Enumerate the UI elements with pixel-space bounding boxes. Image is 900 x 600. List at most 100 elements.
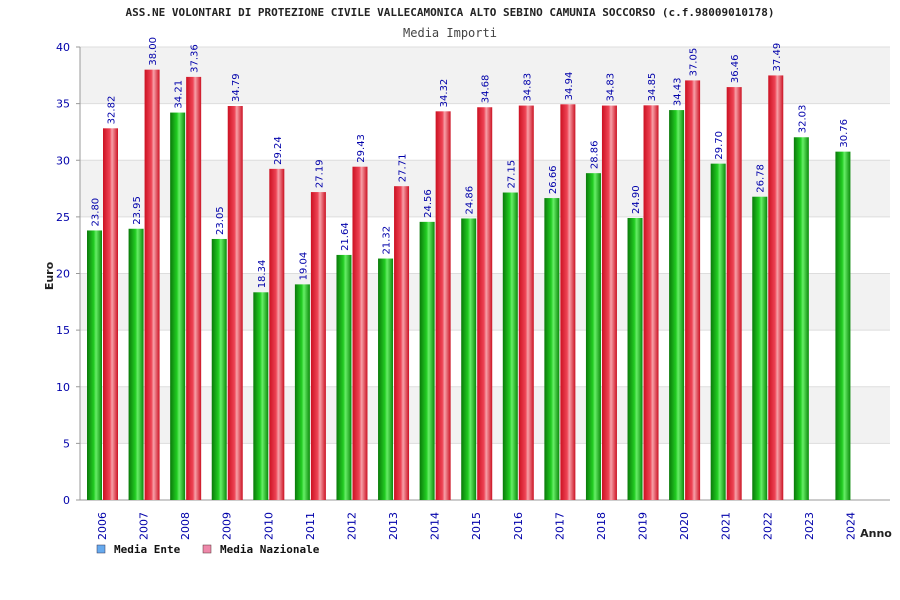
bar-ente-2008: [170, 112, 186, 500]
bar-nazionale-2012: [352, 166, 368, 500]
x-tick-label-2019: 2019: [637, 512, 650, 540]
value-label-nazionale-2014: 34.32: [439, 79, 450, 108]
value-label-nazionale-2022: 37.49: [772, 43, 783, 72]
value-label-ente-2013: 21.32: [382, 226, 393, 255]
bar-ente-2015: [461, 218, 477, 500]
bar-nazionale-2021: [726, 87, 742, 500]
bar-nazionale-2008: [186, 76, 202, 500]
value-label-ente-2008: 34.21: [174, 80, 185, 109]
value-label-ente-2017: 26.66: [548, 165, 559, 194]
value-label-ente-2006: 23.80: [91, 198, 102, 227]
bar-ente-2023: [793, 137, 809, 500]
chart-subtitle: Media Importi: [403, 26, 497, 40]
bar-nazionale-2010: [269, 168, 285, 500]
value-label-ente-2015: 24.86: [465, 186, 476, 215]
bar-ente-2021: [710, 163, 726, 500]
bar-nazionale-2022: [768, 75, 784, 500]
value-label-ente-2024: 30.76: [839, 119, 850, 148]
bar-ente-2011: [294, 284, 310, 500]
bar-ente-2024: [835, 151, 851, 500]
value-label-nazionale-2020: 37.05: [689, 48, 700, 77]
value-label-ente-2012: 21.64: [340, 222, 351, 251]
x-tick-label-2015: 2015: [470, 512, 483, 540]
bar-nazionale-2019: [643, 105, 659, 500]
bar-nazionale-2015: [477, 107, 493, 501]
value-label-nazionale-2021: 36.46: [730, 54, 741, 83]
value-label-nazionale-2016: 34.83: [522, 73, 533, 102]
y-axis-ticks: 0 5 10 15 20 25 30 35 40: [56, 41, 70, 507]
bar-nazionale-2007: [144, 69, 160, 501]
bar-ente-2020: [669, 110, 685, 500]
value-label-ente-2016: 27.15: [506, 160, 517, 189]
x-tick-label-2018: 2018: [595, 512, 608, 540]
x-tick-label-2012: 2012: [345, 512, 358, 540]
x-tick-label-2022: 2022: [761, 512, 774, 540]
legend-label-nazionale: Media Nazionale: [220, 543, 320, 556]
value-label-ente-2011: 19.04: [298, 252, 309, 281]
bar-ente-2016: [502, 192, 518, 500]
value-label-nazionale-2008: 37.36: [190, 44, 201, 73]
x-tick-label-2016: 2016: [512, 512, 525, 540]
y-axis-label: Euro: [43, 261, 56, 290]
value-label-nazionale-2019: 34.85: [647, 73, 658, 102]
legend-swatch-ente: [96, 544, 106, 554]
bar-ente-2006: [87, 230, 102, 500]
value-label-nazionale-2015: 34.68: [481, 75, 492, 104]
value-label-nazionale-2012: 29.43: [356, 134, 367, 163]
x-tick-label-2021: 2021: [720, 512, 733, 540]
x-tick-label-2017: 2017: [553, 512, 566, 540]
x-tick-label-2010: 2010: [262, 512, 275, 540]
legend-swatch-nazionale: [202, 544, 212, 554]
y-tick-label: 15: [56, 324, 70, 337]
x-tick-label-2008: 2008: [179, 512, 192, 540]
bar-nazionale-2013: [394, 186, 410, 500]
value-label-ente-2010: 18.34: [257, 260, 268, 289]
bar-ente-2017: [544, 198, 560, 500]
x-tick-label-2023: 2023: [803, 512, 816, 540]
bar-nazionale-2020: [685, 80, 701, 500]
value-label-nazionale-2007: 38.00: [148, 37, 159, 66]
value-label-ente-2023: 32.03: [797, 105, 808, 134]
bar-nazionale-2014: [435, 111, 451, 501]
bar-nazionale-2009: [227, 106, 243, 501]
x-tick-label-2006: 2006: [96, 512, 109, 540]
value-label-ente-2019: 24.90: [631, 185, 642, 214]
value-label-ente-2022: 26.78: [756, 164, 767, 193]
bar-ente-2013: [378, 258, 394, 500]
value-label-ente-2021: 29.70: [714, 131, 725, 160]
value-label-ente-2020: 34.43: [673, 77, 684, 106]
y-tick-label: 20: [56, 268, 70, 281]
y-tick-label: 25: [56, 211, 70, 224]
bar-ente-2009: [211, 238, 227, 501]
x-tick-label-2014: 2014: [429, 512, 442, 540]
value-label-nazionale-2009: 34.79: [231, 73, 242, 102]
y-tick-label: 30: [56, 154, 70, 167]
legend-label-ente: Media Ente: [114, 543, 181, 556]
bar-ente-2022: [752, 196, 768, 501]
value-label-ente-2009: 23.05: [215, 206, 226, 235]
y-tick-label: 0: [63, 494, 70, 507]
bar-ente-2007: [128, 228, 144, 501]
x-tick-label-2011: 2011: [304, 512, 317, 540]
x-axis-label: Anno: [860, 527, 892, 540]
x-tick-label-2007: 2007: [138, 512, 151, 540]
bar-nazionale-2006: [103, 128, 118, 500]
x-tick-label-2020: 2020: [678, 512, 691, 540]
value-label-nazionale-2006: 32.82: [107, 96, 118, 125]
plot-band: [80, 47, 890, 104]
value-label-nazionale-2011: 27.19: [314, 159, 325, 188]
y-tick-label: 40: [56, 41, 70, 54]
y-tick-label: 10: [56, 381, 70, 394]
bars: 23.80 32.82 23.95 38.00 34.21 37.36 23.05 34.79…: [87, 37, 851, 501]
value-label-ente-2014: 24.56: [423, 189, 434, 218]
bar-ente-2018: [585, 173, 601, 500]
y-tick-label: 5: [63, 437, 70, 450]
value-label-nazionale-2010: 29.24: [273, 136, 284, 165]
x-tick-label-2009: 2009: [221, 512, 234, 540]
value-label-nazionale-2013: 27.71: [398, 154, 409, 183]
bar-ente-2019: [627, 218, 643, 500]
value-label-ente-2018: 28.86: [589, 141, 600, 170]
y-tick-label: 35: [56, 98, 70, 111]
bar-ente-2014: [419, 221, 435, 500]
